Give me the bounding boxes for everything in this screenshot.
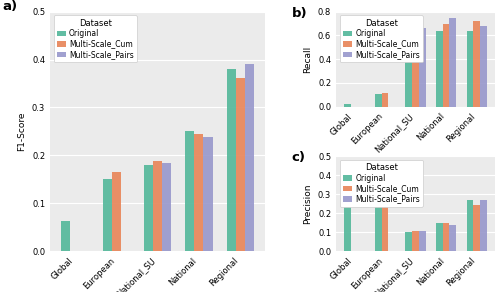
Bar — [375, 94, 382, 107]
Bar — [185, 131, 194, 251]
Bar — [450, 18, 456, 107]
Bar — [480, 200, 486, 251]
Bar — [344, 206, 351, 251]
Y-axis label: Precision: Precision — [304, 183, 312, 224]
Bar — [236, 78, 245, 251]
Bar — [442, 24, 450, 107]
Bar — [153, 161, 162, 251]
Bar — [466, 200, 473, 251]
X-axis label: Scale: Scale — [404, 159, 428, 168]
Bar — [144, 165, 153, 251]
Bar — [382, 93, 388, 107]
Bar — [436, 31, 442, 107]
Legend: Original, Multi-Scale_Cum, Multi-Scale_Pairs: Original, Multi-Scale_Cum, Multi-Scale_P… — [340, 15, 423, 62]
Bar — [226, 69, 235, 251]
Bar — [474, 205, 480, 251]
Bar — [466, 31, 473, 107]
Bar — [245, 64, 254, 251]
Y-axis label: Recall: Recall — [304, 46, 312, 73]
Bar — [474, 21, 480, 107]
Bar — [480, 26, 486, 107]
Bar — [450, 225, 456, 251]
Bar — [112, 172, 120, 251]
Text: c): c) — [292, 151, 306, 164]
Bar — [442, 223, 450, 251]
Bar — [419, 28, 426, 107]
Legend: Original, Multi-Scale_Cum, Multi-Scale_Pairs: Original, Multi-Scale_Cum, Multi-Scale_P… — [340, 160, 423, 207]
Bar — [194, 134, 203, 251]
Bar — [61, 221, 70, 251]
Bar — [382, 205, 388, 251]
Text: a): a) — [2, 0, 18, 13]
Text: b): b) — [292, 7, 307, 20]
Bar — [412, 32, 419, 107]
Y-axis label: F1-Score: F1-Score — [18, 112, 26, 151]
Bar — [406, 27, 412, 107]
Bar — [419, 231, 426, 251]
Bar — [204, 137, 212, 251]
Bar — [102, 179, 112, 251]
Bar — [406, 232, 412, 251]
Bar — [436, 223, 442, 251]
Bar — [412, 231, 419, 251]
Bar — [344, 104, 351, 107]
Bar — [375, 204, 382, 251]
Legend: Original, Multi-Scale_Cum, Multi-Scale_Pairs: Original, Multi-Scale_Cum, Multi-Scale_P… — [54, 15, 137, 62]
Bar — [162, 164, 171, 251]
